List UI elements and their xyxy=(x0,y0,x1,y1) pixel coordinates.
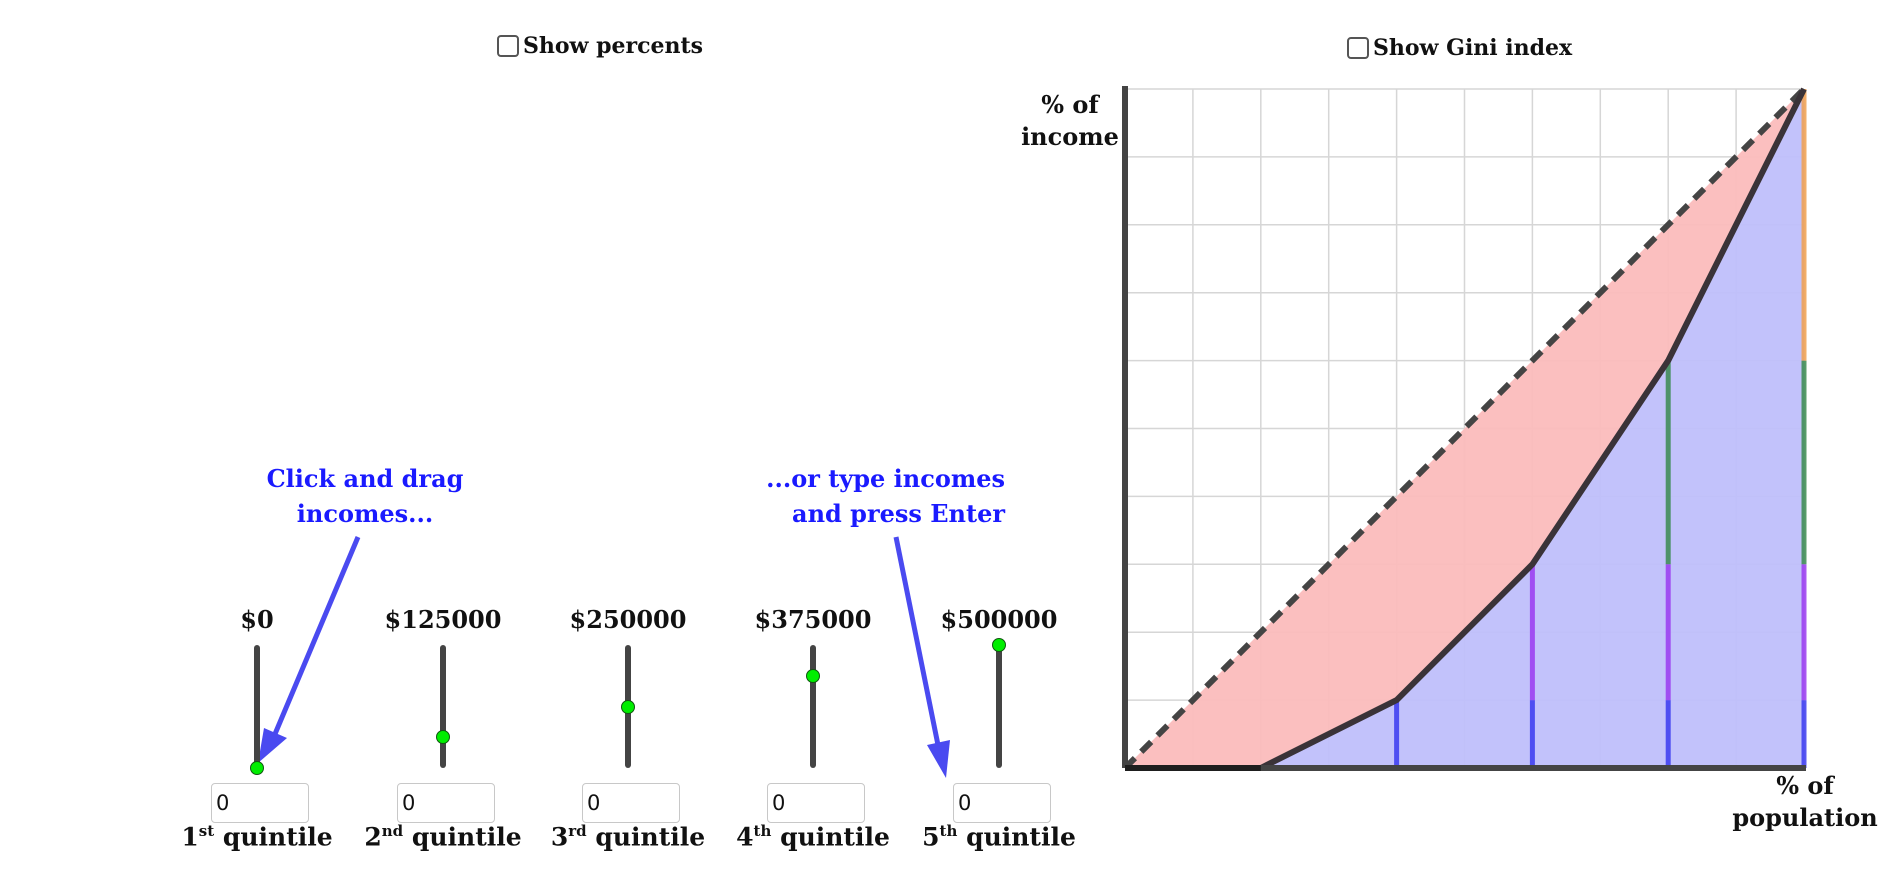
income-input[interactable] xyxy=(953,783,1051,823)
y-axis-label-line2: income xyxy=(1021,122,1119,151)
show-percents-toggle[interactable]: Show percents xyxy=(497,33,703,59)
quintile-ordinal-suffix: rd xyxy=(568,822,587,840)
drag-hint-line2: incomes... xyxy=(296,499,434,528)
income-slider-handle[interactable] xyxy=(992,638,1006,652)
y-axis-label: % of income xyxy=(1010,89,1130,153)
income-input[interactable] xyxy=(211,783,309,823)
quintile-ordinal-suffix: nd xyxy=(381,822,404,840)
x-axis-label-line2: population xyxy=(1732,803,1878,832)
quintile-label: 4th quintile xyxy=(713,822,913,851)
income-input[interactable] xyxy=(397,783,495,823)
quintile-word: quintile xyxy=(780,822,890,852)
income-label: $500000 xyxy=(940,605,1058,634)
quintile-ordinal: 4 xyxy=(736,822,754,852)
quintile-word: quintile xyxy=(966,822,1076,852)
income-input[interactable] xyxy=(767,783,865,823)
quintile-ordinal-suffix: st xyxy=(198,822,215,840)
income-slider-track[interactable] xyxy=(996,645,1002,768)
income-slider-handle[interactable] xyxy=(250,761,264,775)
income-slider-track[interactable] xyxy=(810,645,816,768)
quintile-label: 5th quintile xyxy=(899,822,1099,851)
quintile-word: quintile xyxy=(595,822,706,852)
type-hint: ...or type incomes and press Enter xyxy=(755,461,1005,531)
income-label: $0 xyxy=(240,605,274,634)
show-gini-toggle[interactable]: Show Gini index xyxy=(1347,35,1572,61)
income-input[interactable] xyxy=(582,783,680,823)
x-axis-label: % of population xyxy=(1720,770,1890,834)
show-percents-label: Show percents xyxy=(523,33,704,59)
drag-hint: Click and drag incomes... xyxy=(260,461,470,531)
income-slider-track[interactable] xyxy=(440,645,446,768)
income-slider-handle[interactable] xyxy=(436,730,450,745)
income-slider-handle[interactable] xyxy=(621,699,635,714)
lorenz-area xyxy=(1125,89,1804,768)
quintile-ordinal: 5 xyxy=(922,822,940,852)
quintile-label: 1st quintile xyxy=(157,822,357,851)
show-percents-checkbox[interactable] xyxy=(497,35,519,57)
quintile-ordinal: 1 xyxy=(181,822,199,852)
quintile-ordinal: 2 xyxy=(364,822,382,852)
show-gini-checkbox[interactable] xyxy=(1347,37,1369,59)
income-slider-handle[interactable] xyxy=(806,668,820,683)
income-label: $125000 xyxy=(384,605,502,634)
quintile-label: 3rd quintile xyxy=(528,822,728,851)
x-axis-label-line1: % of xyxy=(1776,771,1834,800)
drag-hint-line1: Click and drag xyxy=(266,464,464,493)
income-label: $250000 xyxy=(569,605,687,634)
type-hint-line2: and press Enter xyxy=(792,499,1005,528)
show-gini-label: Show Gini index xyxy=(1373,35,1573,61)
y-axis-label-line1: % of xyxy=(1041,90,1099,119)
quintile-word: quintile xyxy=(222,822,333,852)
quintile-ordinal: 3 xyxy=(550,822,569,852)
type-hint-line1: ...or type incomes xyxy=(766,464,1005,493)
quintile-ordinal-suffix: th xyxy=(939,822,958,840)
income-label: $375000 xyxy=(754,605,872,634)
quintile-word: quintile xyxy=(411,822,522,852)
quintile-label: 2nd quintile xyxy=(343,822,543,851)
quintile-ordinal-suffix: th xyxy=(753,822,772,840)
income-slider-track[interactable] xyxy=(254,645,260,768)
